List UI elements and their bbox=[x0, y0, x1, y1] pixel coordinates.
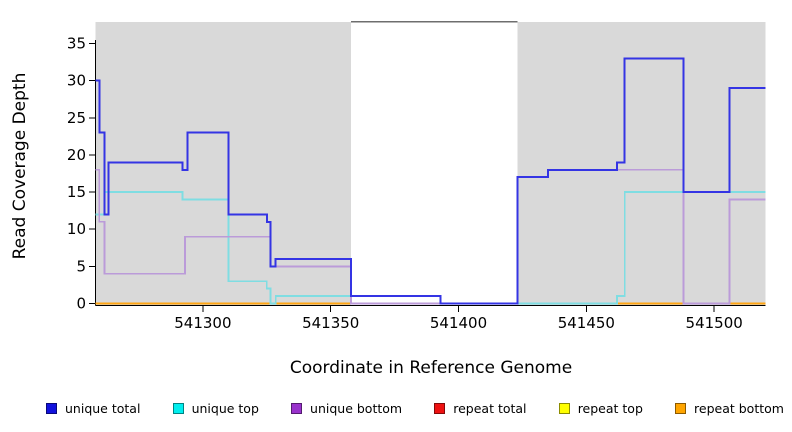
y-tick-label: 10 bbox=[67, 220, 86, 238]
legend-item-unique-bottom: unique bottom bbox=[291, 401, 402, 416]
legend-swatch-icon bbox=[172, 402, 184, 414]
y-axis-title: Read Coverage Depth bbox=[10, 72, 30, 260]
legend-label: unique total bbox=[65, 400, 141, 416]
legend-item-repeat-total: repeat total bbox=[434, 400, 527, 416]
legend-label: repeat total bbox=[453, 400, 527, 416]
legend-item-unique-total: unique total bbox=[46, 401, 140, 416]
legend-label: unique top bbox=[191, 400, 259, 416]
legend-swatch-icon bbox=[46, 402, 57, 414]
legend: unique total unique top unique bottom repea… bbox=[46, 396, 784, 420]
legend-item-repeat-bottom: repeat bottom bbox=[675, 401, 784, 416]
y-tick-label: 0 bbox=[76, 295, 86, 313]
legend-swatch-icon bbox=[434, 402, 446, 414]
shaded-region bbox=[95, 22, 352, 306]
x-tick-label: 541500 bbox=[686, 314, 743, 332]
y-tick-label: 20 bbox=[67, 146, 86, 164]
legend-swatch-icon bbox=[291, 402, 303, 414]
series-unique-top bbox=[95, 191, 766, 305]
legend-item-repeat-top: repeat top bbox=[558, 400, 643, 416]
y-tick-label: 5 bbox=[76, 257, 86, 275]
legend-label: unique bottom bbox=[310, 400, 403, 416]
shaded-region bbox=[517, 22, 766, 306]
x-tick-label: 541450 bbox=[558, 314, 615, 332]
y-tick-label: 25 bbox=[67, 109, 86, 127]
x-tick-label: 541350 bbox=[302, 314, 359, 332]
y-tick-label: 35 bbox=[67, 35, 86, 53]
legend-swatch-icon bbox=[675, 402, 687, 414]
legend-swatch-icon bbox=[558, 402, 570, 414]
legend-label: repeat bottom bbox=[694, 400, 784, 416]
x-tick-label: 541300 bbox=[174, 314, 231, 332]
legend-item-unique-top: unique top bbox=[172, 400, 259, 416]
x-axis-title: Coordinate in Reference Genome bbox=[289, 358, 573, 378]
series-unique-total bbox=[95, 57, 766, 305]
legend-label: repeat top bbox=[577, 400, 643, 416]
y-tick-label: 15 bbox=[67, 183, 86, 201]
x-tick-label: 541400 bbox=[430, 314, 487, 332]
y-tick-label: 30 bbox=[67, 72, 86, 90]
